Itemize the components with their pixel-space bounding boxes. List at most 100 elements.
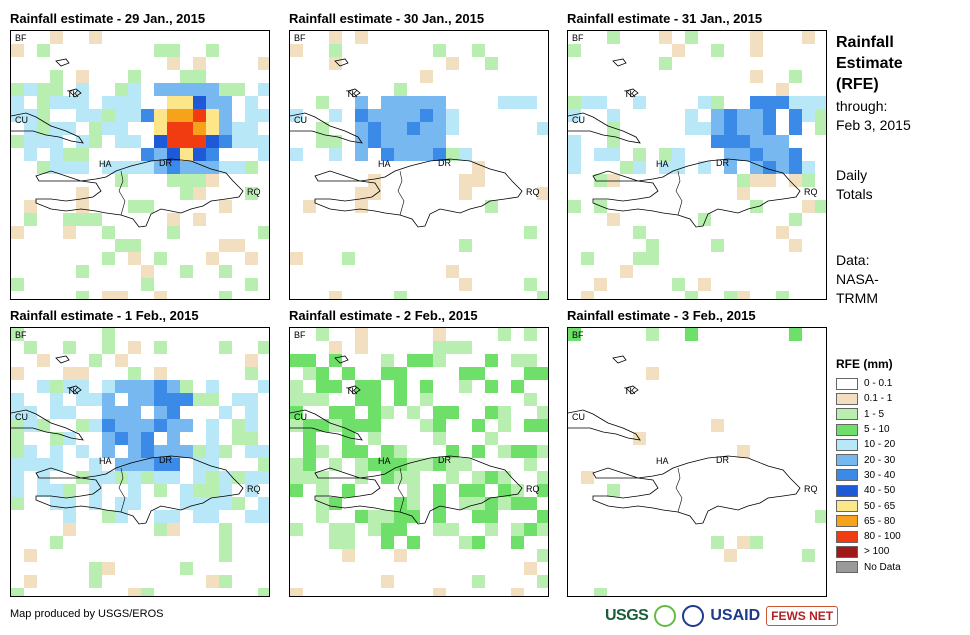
- region-label: DR: [159, 158, 172, 168]
- rain-cell: [524, 96, 537, 109]
- rain-cell: [750, 96, 763, 109]
- region-label: DR: [438, 158, 451, 168]
- rain-cell: [711, 44, 724, 57]
- rain-cell: [537, 406, 548, 419]
- rain-cell: [381, 510, 394, 523]
- rain-cell: [594, 588, 607, 596]
- rain-cell: [167, 458, 180, 471]
- rain-cell: [511, 536, 524, 549]
- rain-cell: [89, 122, 102, 135]
- rain-cell: [50, 96, 63, 109]
- rain-cell: [11, 44, 24, 57]
- rain-cell: [472, 575, 485, 588]
- rain-cell: [141, 161, 154, 174]
- rain-cell: [76, 367, 89, 380]
- legend-swatch: [836, 454, 858, 467]
- rain-cell: [329, 536, 342, 549]
- rain-cell: [219, 523, 232, 536]
- legend-swatch: [836, 500, 858, 513]
- rain-cell: [524, 523, 537, 536]
- legend-item: 30 - 40: [836, 468, 901, 483]
- rain-cell: [498, 96, 511, 109]
- rain-cell: [63, 406, 76, 419]
- rain-cell: [368, 393, 381, 406]
- rain-cell: [420, 135, 433, 148]
- rain-cell: [232, 135, 245, 148]
- panel-title-3feb: Rainfall estimate - 3 Feb., 2015: [567, 308, 756, 323]
- rain-cell: [89, 458, 102, 471]
- side-title-line-1: Rainfall: [836, 34, 894, 51]
- rain-cell: [433, 109, 446, 122]
- rain-cell: [37, 83, 50, 96]
- rain-cell: [776, 291, 789, 299]
- rain-cell: [446, 445, 459, 458]
- rain-cell: [219, 484, 232, 497]
- rain-cell: [180, 187, 193, 200]
- panel-title-30jan: Rainfall estimate - 30 Jan., 2015: [289, 11, 485, 26]
- rain-cell: [420, 70, 433, 83]
- region-label: HA: [656, 159, 669, 169]
- region-label: TK: [624, 386, 636, 396]
- rain-cell: [394, 523, 407, 536]
- haiti-dr-border: [675, 170, 683, 216]
- rain-cell: [724, 148, 737, 161]
- rain-cell: [737, 135, 750, 148]
- rain-cell: [568, 44, 581, 57]
- rain-cell: [711, 135, 724, 148]
- rain-cell: [206, 471, 219, 484]
- rain-cell: [232, 471, 245, 484]
- rain-cell: [63, 341, 76, 354]
- rain-cell: [524, 226, 537, 239]
- legend-label: 40 - 50: [864, 485, 896, 497]
- rain-cell: [50, 31, 63, 44]
- rain-cell: [659, 31, 672, 44]
- rain-cell: [815, 96, 826, 109]
- rain-cell: [776, 148, 789, 161]
- rain-cell: [355, 328, 368, 341]
- legend-swatch: [836, 377, 858, 390]
- rain-cell: [24, 575, 37, 588]
- rain-cell: [524, 328, 537, 341]
- rain-cell: [154, 109, 167, 122]
- rain-cell: [245, 406, 258, 419]
- rain-cell: [141, 432, 154, 445]
- legend-item: 0.1 - 1: [836, 391, 901, 406]
- rain-cell: [303, 445, 316, 458]
- region-label: HA: [378, 159, 391, 169]
- rain-cell: [594, 200, 607, 213]
- rain-cell: [472, 174, 485, 187]
- legend-item: 5 - 10: [836, 422, 901, 437]
- rain-grid: BF TK CU HA DR RQ: [568, 31, 826, 299]
- rain-cell: [485, 497, 498, 510]
- rain-cell: [128, 432, 141, 445]
- rain-cell: [498, 445, 511, 458]
- rain-cell: [63, 367, 76, 380]
- rain-cell: [498, 484, 511, 497]
- rain-cell: [258, 83, 269, 96]
- rain-cell: [167, 122, 180, 135]
- rain-cell: [141, 588, 154, 596]
- rain-cell: [258, 135, 269, 148]
- rain-cell: [750, 109, 763, 122]
- rain-cell: [537, 471, 548, 484]
- rain-cell: [459, 341, 472, 354]
- rain-cell: [180, 174, 193, 187]
- rain-cell: [167, 109, 180, 122]
- rain-cell: [245, 354, 258, 367]
- rain-cell: [11, 278, 24, 291]
- rain-cell: [607, 213, 620, 226]
- rain-cell: [394, 96, 407, 109]
- rain-cell: [511, 380, 524, 393]
- rain-cell: [63, 161, 76, 174]
- rain-cell: [750, 148, 763, 161]
- rain-cell: [11, 393, 24, 406]
- rain-cell: [167, 161, 180, 174]
- hispaniola-outline: [592, 455, 801, 525]
- rain-cell: [89, 393, 102, 406]
- region-label: HA: [378, 456, 391, 466]
- rain-cell: [290, 471, 303, 484]
- rain-cell: [76, 213, 89, 226]
- rain-cell: [537, 367, 548, 380]
- rain-cell: [115, 380, 128, 393]
- hispaniola-outline: [314, 455, 523, 525]
